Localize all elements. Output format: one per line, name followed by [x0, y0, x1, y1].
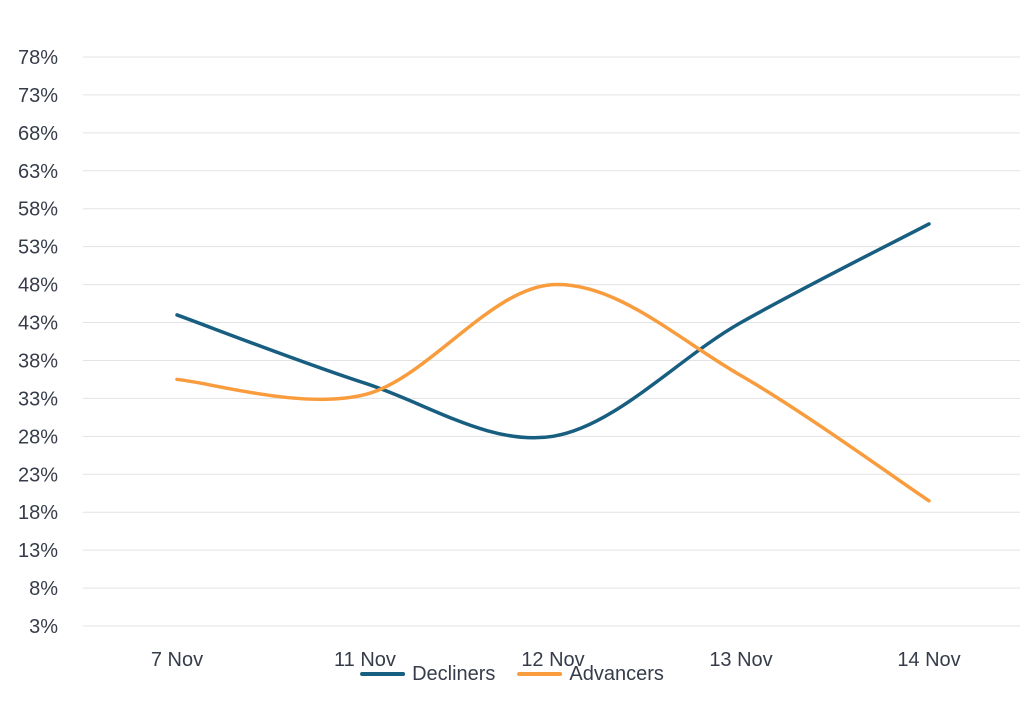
- legend-item-decliners: Decliners: [360, 662, 495, 686]
- svg-text:48%: 48%: [18, 275, 58, 297]
- svg-text:33%: 33%: [18, 388, 58, 410]
- svg-text:58%: 58%: [18, 199, 58, 221]
- svg-text:12 Nov: 12 Nov: [521, 649, 584, 671]
- svg-text:18%: 18%: [18, 502, 58, 524]
- svg-text:7 Nov: 7 Nov: [151, 649, 203, 671]
- svg-text:14 Nov: 14 Nov: [897, 649, 960, 671]
- legend-item-advancers: Advancers: [517, 662, 664, 686]
- advancers-line-swatch: [517, 672, 563, 676]
- decliners-legend-label: Decliners: [412, 663, 496, 685]
- svg-text:43%: 43%: [18, 313, 58, 335]
- svg-text:13%: 13%: [18, 540, 58, 562]
- svg-text:28%: 28%: [18, 426, 58, 448]
- chart-legend: Decliners Advancers: [360, 662, 664, 686]
- svg-text:53%: 53%: [18, 237, 58, 259]
- svg-text:63%: 63%: [18, 161, 58, 183]
- svg-text:8%: 8%: [29, 578, 58, 600]
- svg-text:11 Nov: 11 Nov: [334, 649, 396, 671]
- svg-text:68%: 68%: [18, 123, 58, 145]
- svg-text:3%: 3%: [29, 616, 58, 638]
- decliners-line-swatch: [360, 672, 406, 676]
- svg-text:38%: 38%: [18, 350, 58, 372]
- svg-text:78%: 78%: [18, 47, 58, 69]
- svg-text:13 Nov: 13 Nov: [709, 649, 772, 671]
- advancers-legend-label: Advancers: [569, 663, 664, 685]
- svg-text:23%: 23%: [18, 464, 58, 486]
- svg-text:73%: 73%: [18, 85, 58, 107]
